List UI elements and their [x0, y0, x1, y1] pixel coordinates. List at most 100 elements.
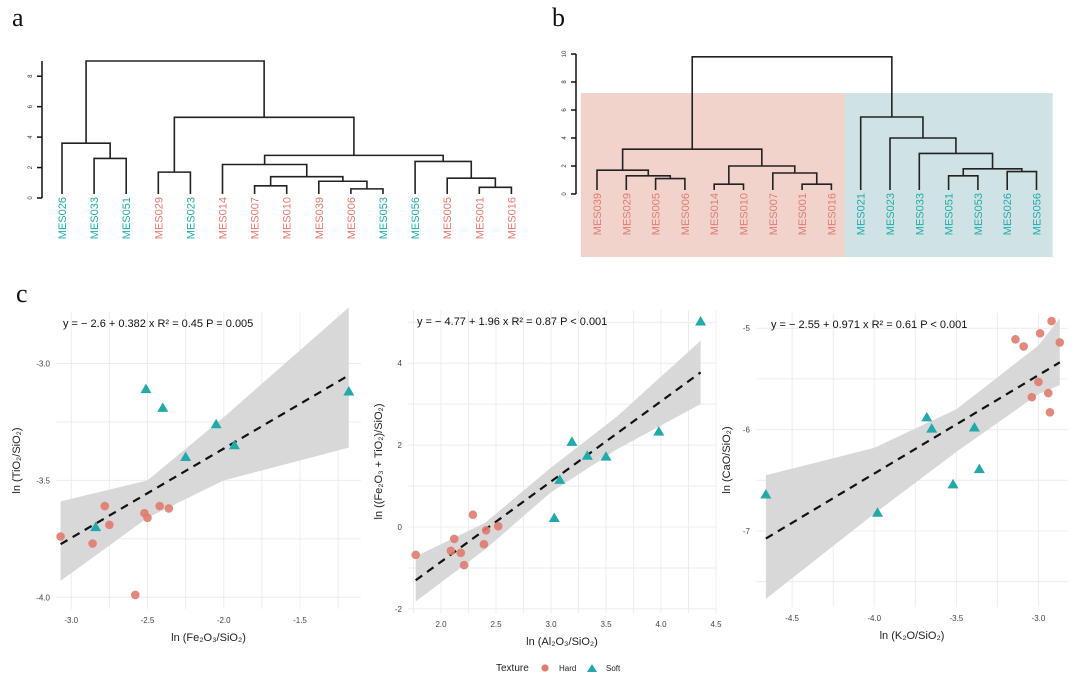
legend-hard-symbol [541, 664, 549, 672]
y-tick-label: 8 [28, 74, 34, 78]
leaf-label: MES014 [218, 197, 230, 239]
dendrogram-branch [221, 163, 308, 194]
leaf-label: MES023 [185, 197, 197, 239]
panel-label-c: c [16, 279, 28, 308]
x-tick-label: -2.0 [217, 616, 231, 625]
data-point-soft [157, 402, 169, 412]
data-point-soft [921, 411, 933, 422]
leaf-label: MES051 [944, 193, 956, 235]
data-point-soft [343, 386, 355, 396]
data-point-hard [56, 532, 65, 541]
x-tick-label: 3.5 [600, 620, 612, 629]
data-point-hard [143, 513, 152, 523]
data-point-soft [947, 478, 959, 489]
regression-equation: y = − 2.55 + 0.971 x R² = 0.61 P < 0.001 [771, 319, 967, 331]
data-point-soft [872, 507, 884, 517]
x-axis-title: ln (K₂O/SiO₂) [880, 630, 945, 642]
data-point-soft [180, 451, 192, 461]
data-point-soft [653, 426, 665, 436]
y-tick-label: -4.0 [36, 593, 50, 602]
data-point-hard [449, 534, 459, 544]
leaf-label: MES005 [651, 193, 663, 235]
leaf-label: MES007 [250, 197, 262, 239]
scatter-plot-fe2o3-tio2: -3.0 -2.5 -2.0 -1.5 -4.0 -3.5 -3.0 ln (Fe₂O₃/Si… [11, 307, 361, 644]
dendrogram-branch [85, 60, 265, 144]
dendrogram-branch [350, 188, 384, 194]
leaf-label: MES053 [973, 193, 985, 235]
leaf-label: MES029 [153, 197, 165, 239]
data-point-hard [164, 504, 174, 513]
confidence-ribbon [415, 340, 701, 602]
data-point-soft [566, 436, 578, 446]
dendrogram-a: 0 2 4 6 8 MES026 MES033 MES051 MES029 MES023 MES01… [28, 60, 518, 239]
leaf-label: MES051 [121, 197, 133, 239]
leaf-label: MES026 [57, 197, 69, 239]
x-tick-label: 4.5 [710, 620, 722, 629]
panel-label-b: b [552, 3, 565, 32]
y-tick-label: 0 [28, 196, 34, 200]
y-tick-label: -2 [395, 605, 403, 614]
y-tick-label: 10 [562, 50, 568, 57]
y-tick-label: 4 [398, 359, 403, 368]
y-tick-label: 6 [28, 104, 34, 108]
regression-line [415, 371, 702, 582]
scatter-plot-al2o3: 2.0 2.5 3.0 3.5 4.0 4.5 -2 0 2 4 ln (Al₂O₃/SiO₂) ln… [373, 310, 722, 648]
data-point-soft [600, 451, 612, 461]
leaf-label: MES006 [680, 193, 692, 235]
y-axis-title: ln (TiO₂/SiO₂) [11, 427, 23, 493]
leaf-label: MES039 [592, 193, 604, 235]
leaf-label: MES005 [442, 197, 454, 239]
data-point-hard [1035, 328, 1045, 338]
dendrogram-branch [93, 157, 127, 194]
y-tick-label: 0 [562, 192, 568, 196]
data-point-hard [100, 501, 110, 511]
y-tick-label: 2 [562, 164, 568, 168]
x-tick-label: -3.0 [64, 616, 78, 625]
scatter-plot-k2o-cao: -4.5 -4.0 -3.5 -3.0 -7 -6 -5 ln (K₂O/SiO₂) ln (C… [721, 313, 1068, 642]
dendrogram-branch [263, 154, 444, 165]
x-tick-label: 2.0 [435, 620, 447, 629]
y-tick-label: 2 [28, 165, 34, 169]
x-tick-label: 4.0 [655, 620, 667, 629]
legend-title: Texture [496, 663, 529, 674]
y-tick-label: -5 [743, 324, 751, 333]
data-point-soft [210, 418, 222, 429]
data-point-hard [481, 525, 491, 535]
data-point-soft [760, 488, 772, 499]
leaf-label: MES033 [89, 197, 101, 239]
x-tick-label: 2.5 [490, 620, 502, 629]
leaf-label: MES016 [506, 197, 518, 239]
x-tick-label: -4.0 [867, 614, 881, 623]
cluster-box-hard [580, 93, 848, 257]
dendrogram-branch [318, 180, 368, 194]
data-point-hard [411, 550, 421, 560]
dendrogram-branch [269, 175, 344, 186]
y-axis-title: ln ((Fe₂O₃ + TiO₂)/SiO₂) [373, 404, 385, 520]
confidence-ribbon [765, 318, 1060, 599]
data-point-hard [1045, 408, 1055, 417]
leaf-label: MES014 [709, 193, 721, 235]
leaf-label: MES021 [856, 193, 868, 235]
data-point-hard [1047, 316, 1056, 326]
x-tick-label: -2.5 [141, 616, 155, 625]
leaf-label: MES023 [885, 193, 897, 235]
dendrogram-branch [446, 177, 497, 194]
leaf-label: MES056 [410, 197, 422, 239]
y-tick-label: 6 [562, 108, 568, 112]
data-point-hard [479, 539, 489, 549]
data-point-hard [1055, 338, 1065, 347]
dendrogram-branch [253, 185, 288, 194]
data-point-hard [88, 539, 97, 548]
data-point-hard [155, 501, 164, 511]
data-point-hard [1043, 388, 1053, 398]
y-tick-label: 4 [28, 135, 34, 139]
leaf-label: MES016 [826, 193, 838, 235]
leaf-label: MES001 [797, 193, 809, 235]
leaf-label: MES029 [621, 193, 633, 235]
leaf-label: MES010 [282, 197, 294, 239]
data-point-hard [446, 546, 456, 556]
x-tick-label: -1.5 [293, 616, 307, 625]
data-point-hard [493, 521, 503, 531]
dendrogram-branch [61, 142, 111, 194]
data-point-soft [973, 463, 985, 474]
